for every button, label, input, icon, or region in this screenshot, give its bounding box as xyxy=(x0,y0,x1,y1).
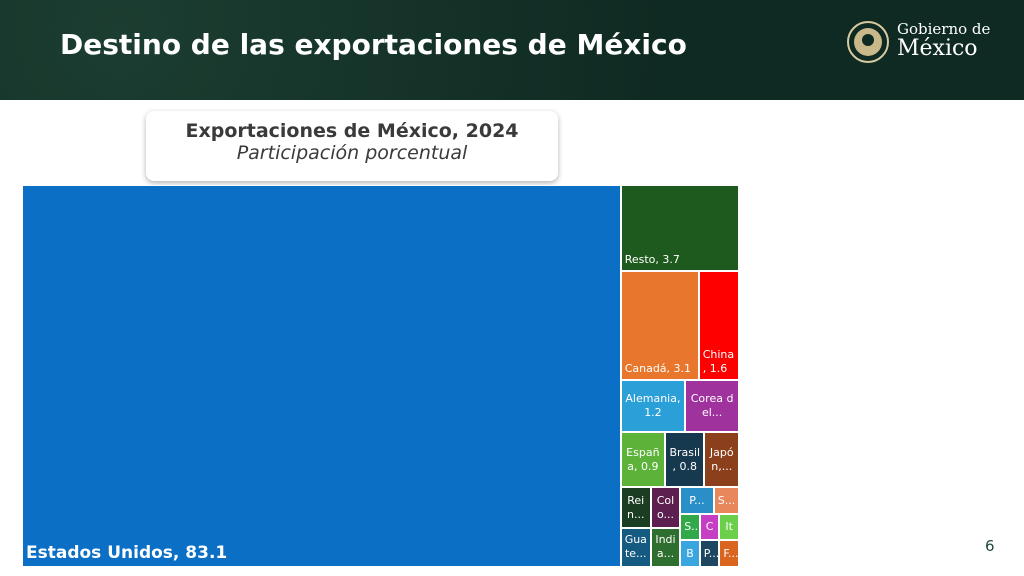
cell-label: China , 1.6 xyxy=(702,348,735,376)
treemap: Estados Unidos, 83.1 Resto, 3.7 Canadá, 3.… xyxy=(22,185,739,567)
logo-seal xyxy=(847,21,889,63)
cell-label: Rei n... xyxy=(626,493,645,521)
slide-title: Destino de las exportaciones de México xyxy=(60,28,687,61)
treemap-cell: Indi a... xyxy=(650,527,681,567)
cell-label: Col o... xyxy=(656,493,675,521)
treemap-cell: S... xyxy=(713,487,739,514)
cell-label: S... xyxy=(717,493,736,507)
cell-label: Japó n,... xyxy=(709,445,734,473)
treemap-cell: Gua te... xyxy=(620,527,651,567)
cell-label: Canadá, 3.1 xyxy=(624,362,692,376)
treemap-cell: Col o... xyxy=(650,487,681,528)
cell-label: It xyxy=(725,519,733,533)
logo-text: Gobierno de xyxy=(897,20,991,38)
treemap-cell: C xyxy=(699,513,720,541)
cell-label: Indi a... xyxy=(655,533,676,561)
cell-label: Alemania, 1.2 xyxy=(625,391,681,419)
treemap-cell: Resto, 3.7 xyxy=(620,185,739,272)
treemap-cell: B xyxy=(680,540,700,567)
cell-label: S... xyxy=(684,519,699,533)
chart-title: Exportaciones de México, 2024 xyxy=(185,120,519,142)
chart-title-card: Exportaciones de México, 2024 Participac… xyxy=(146,111,558,181)
treemap-cell: Españ a, 0.9 xyxy=(620,431,666,488)
page-number: 6 xyxy=(985,537,995,555)
cell-label: Gua te... xyxy=(624,533,647,561)
treemap-cell: Rei n... xyxy=(620,487,651,528)
cell-label: P... xyxy=(689,493,705,507)
treemap-cell: P... xyxy=(699,540,720,567)
cell-label: P... xyxy=(703,546,720,560)
cell-label: Españ a, 0.9 xyxy=(626,445,660,473)
treemap-cell: Estados Unidos, 83.1 xyxy=(22,185,621,567)
treemap-cell: P... xyxy=(680,487,714,514)
treemap-cell: Corea d el... xyxy=(685,380,739,432)
treemap-cell: Alemania, 1.2 xyxy=(620,380,686,432)
treemap-cell: China , 1.6 xyxy=(698,271,739,381)
cell-label: Brasil , 0.8 xyxy=(669,445,701,473)
treemap-cell: Japó n,... xyxy=(704,431,739,488)
treemap-cell: Canadá, 3.1 xyxy=(620,271,699,381)
treemap-cell: F... xyxy=(719,540,739,567)
logo-text: México xyxy=(897,36,978,61)
cell-label: Resto, 3.7 xyxy=(624,253,680,267)
header-band xyxy=(0,0,1024,100)
treemap-cell: S... xyxy=(680,513,700,541)
cell-label: F... xyxy=(723,546,739,560)
cell-label: Estados Unidos, 83.1 xyxy=(26,543,228,563)
cell-label: B xyxy=(686,546,694,560)
cell-label: C xyxy=(705,519,714,533)
treemap-cell: Brasil , 0.8 xyxy=(665,431,705,488)
cell-label: Corea d el... xyxy=(690,391,734,419)
treemap-cell: It xyxy=(719,513,739,541)
chart-subtitle: Participación porcentual xyxy=(236,142,468,164)
